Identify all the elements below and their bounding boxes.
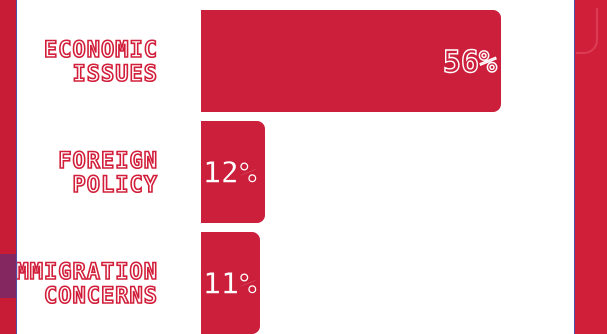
value-label-economic-issues: 56%: [442, 45, 498, 80]
category-label-line: IMMIGRATION: [16, 260, 158, 286]
bar-immigration-concerns: [201, 232, 260, 334]
value-label-immigration-concerns: 11%: [202, 267, 258, 302]
decorative-purple-shape: [0, 254, 16, 298]
category-label-line: ECONOMIC: [43, 38, 158, 64]
category-label-line: ISSUES: [72, 62, 158, 88]
background-left-edge: [0, 0, 16, 334]
chart-panel: ECONOMIC ISSUES 56% FOREIGN POLICY 12% IMMIGRA…: [16, 0, 575, 334]
category-label-immigration-concerns: IMMIGRATION CONCERNS: [16, 260, 158, 310]
background-right-edge: [576, 0, 607, 334]
category-label-line: CONCERNS: [43, 284, 158, 310]
bar-economic-issues: [201, 10, 501, 112]
category-label-foreign-policy: FOREIGN POLICY: [57, 149, 158, 199]
decorative-hook-shape: [576, 8, 598, 54]
category-label-line: FOREIGN: [57, 149, 158, 175]
bar-foreign-policy: [201, 121, 265, 223]
category-label-line: POLICY: [72, 173, 158, 199]
category-label-economic-issues: ECONOMIC ISSUES: [43, 38, 158, 88]
value-label-foreign-policy: 12%: [202, 156, 258, 191]
